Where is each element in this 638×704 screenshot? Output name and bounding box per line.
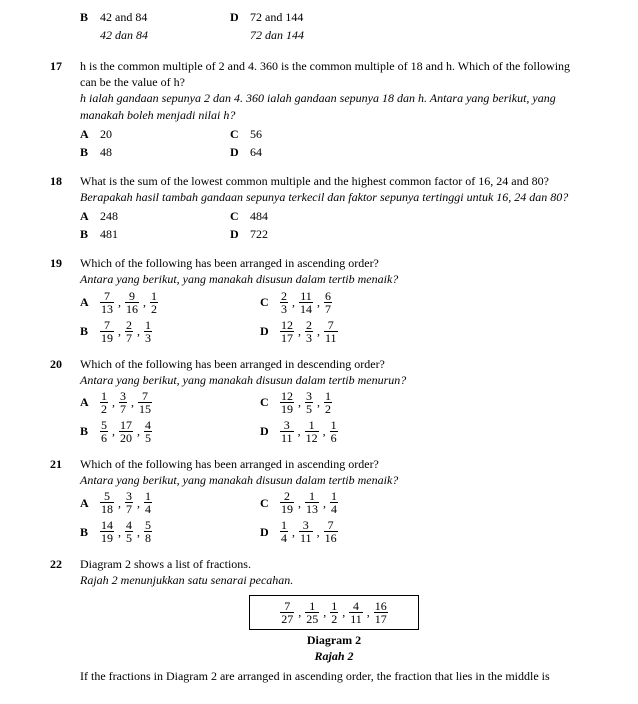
diagram-caption-ms: Rajah 2	[314, 649, 353, 663]
question-20: 20 Which of the following has been arran…	[50, 356, 588, 444]
question-text-ms: Berapakah hasil tambah gandaan sepunya t…	[80, 189, 588, 205]
question-number: 18	[50, 173, 80, 243]
opt-text: 72 and 144	[250, 9, 303, 25]
question-17: 17 h is the common multiple of 2 and 4. …	[50, 58, 588, 161]
diagram-caption-en: Diagram 2	[307, 633, 361, 647]
question-text-ms: Antara yang berikut, yang manakah disusu…	[80, 271, 588, 287]
question-number: 19	[50, 255, 80, 343]
question-tail-en: If the fractions in Diagram 2 are arrang…	[80, 668, 588, 684]
opt-text-ms: 42 dan 84	[100, 27, 148, 43]
question-text-ms: h ialah gandaan sepunya 2 dan 4. 360 ial…	[80, 90, 588, 122]
question-text-en: Which of the following has been arranged…	[80, 356, 588, 372]
question-19: 19 Which of the following has been arran…	[50, 255, 588, 343]
question-text-en: What is the sum of the lowest common mul…	[80, 173, 588, 189]
question-21: 21 Which of the following has been arran…	[50, 456, 588, 544]
question-text-en: h is the common multiple of 2 and 4. 360…	[80, 58, 588, 90]
question-text-en: Which of the following has been arranged…	[80, 255, 588, 271]
question-text-en: Which of the following has been arranged…	[80, 456, 588, 472]
q16-tail-options: B42 and 84 42 dan 84 D72 and 144 72 dan …	[80, 8, 588, 44]
question-text-ms: Rajah 2 menunjukkan satu senarai pecahan…	[80, 572, 588, 588]
question-text-en: Diagram 2 shows a list of fractions.	[80, 556, 588, 572]
question-text-ms: Antara yang berikut, yang manakah disusu…	[80, 472, 588, 488]
question-text-ms: Antara yang berikut, yang manakah disusu…	[80, 372, 588, 388]
opt-label: D	[230, 9, 250, 25]
opt-text-ms: 72 dan 144	[250, 27, 304, 43]
question-number: 22	[50, 556, 80, 684]
question-number: 21	[50, 456, 80, 544]
question-18: 18 What is the sum of the lowest common …	[50, 173, 588, 243]
opt-label: B	[80, 9, 100, 25]
diagram-2-box: 727,125,12,411,1617	[249, 595, 419, 630]
question-number: 20	[50, 356, 80, 444]
question-number: 17	[50, 58, 80, 161]
question-22: 22 Diagram 2 shows a list of fractions. …	[50, 556, 588, 684]
opt-text: 42 and 84	[100, 9, 147, 25]
